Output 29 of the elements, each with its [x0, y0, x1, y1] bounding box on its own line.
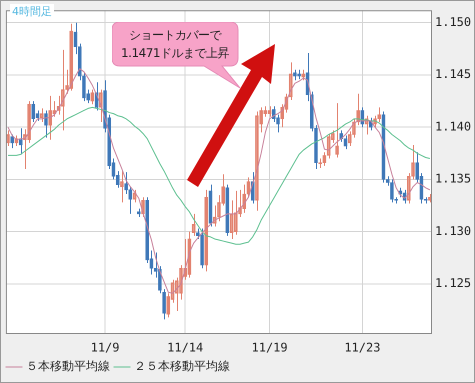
candlestick [268, 106, 272, 118]
candlestick [344, 135, 348, 150]
annotation: 4時間足 [10, 4, 54, 19]
y-tick-label: 1.145 [435, 67, 472, 82]
candlestick [335, 102, 339, 158]
y-tick-label: 1.150 [435, 14, 472, 29]
candlestick [120, 170, 124, 203]
y-tick-label: 1.140 [435, 119, 472, 134]
candlestick [246, 176, 250, 198]
candlestick [18, 128, 22, 155]
candlestick [322, 152, 326, 166]
candlestick [132, 189, 136, 203]
y-tick-label: 1.135 [435, 172, 472, 186]
x-tick-label: 11/23 [344, 340, 380, 354]
candlestick [6, 130, 10, 147]
candlestick [390, 178, 394, 203]
legend-label: ２５本移動平均線 [134, 359, 230, 374]
x-tick-label: 11/9 [90, 340, 120, 354]
annotation: ショートカバーで 1.1471ドルまで上昇 [120, 27, 230, 62]
candlestick [44, 110, 48, 138]
y-tick-label: 1.130 [435, 224, 472, 238]
candlestick [297, 69, 301, 80]
candlestick [398, 187, 402, 198]
candlestick [230, 200, 234, 240]
y-tick-label: 1.125 [435, 276, 472, 290]
legend-label: ５本移動平均線 [26, 359, 110, 374]
candlestick [293, 69, 297, 81]
x-tick-label: 11/19 [252, 340, 288, 354]
x-tick-label: 11/14 [167, 340, 204, 354]
